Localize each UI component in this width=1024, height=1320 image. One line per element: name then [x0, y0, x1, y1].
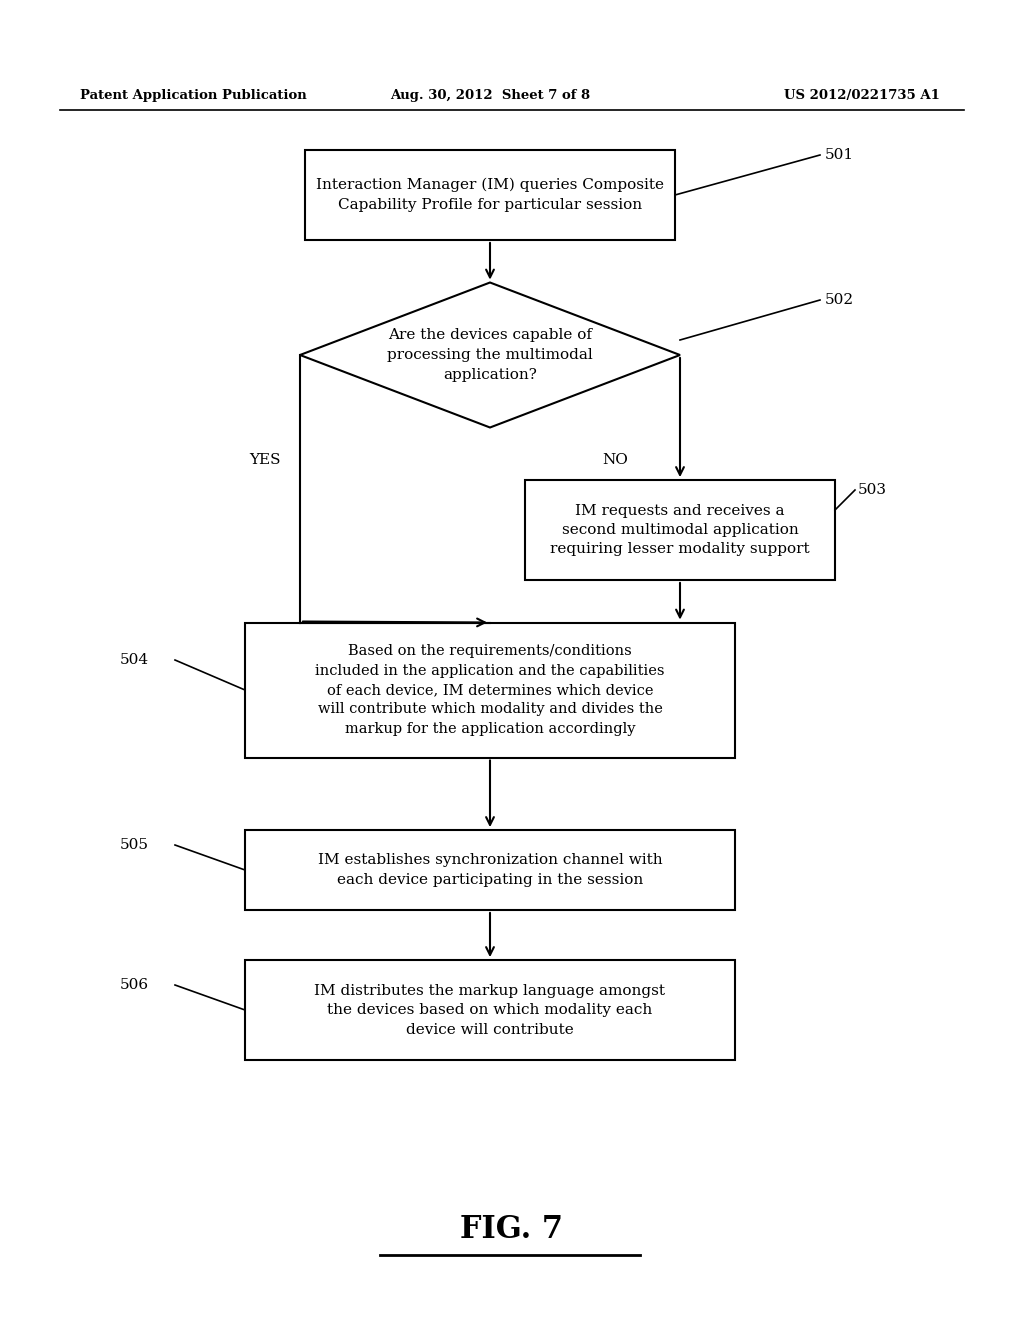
Bar [245, 623, 735, 758]
Text: IM requests and receives a
second multimodal application
requiring lesser modali: IM requests and receives a second multim… [550, 503, 810, 557]
Text: 504: 504 [120, 653, 150, 667]
Text: 501: 501 [825, 148, 854, 162]
Text: FIG. 7: FIG. 7 [461, 1214, 563, 1246]
Text: YES: YES [249, 453, 281, 467]
Bar [245, 830, 735, 909]
Text: 506: 506 [120, 978, 150, 993]
Text: NO: NO [602, 453, 628, 467]
Text: Interaction Manager (IM) queries Composite
Capability Profile for particular ses: Interaction Manager (IM) queries Composi… [316, 178, 664, 213]
Text: IM distributes the markup language amongst
the devices based on which modality e: IM distributes the markup language among… [314, 983, 666, 1036]
Text: Patent Application Publication: Patent Application Publication [80, 88, 307, 102]
Text: 503: 503 [858, 483, 887, 498]
Polygon shape [300, 282, 680, 428]
Text: 502: 502 [825, 293, 854, 308]
Bar [525, 480, 835, 579]
Text: IM establishes synchronization channel with
each device participating in the ses: IM establishes synchronization channel w… [317, 853, 663, 887]
Text: Are the devices capable of
processing the multimodal
application?: Are the devices capable of processing th… [387, 329, 593, 381]
Bar [305, 150, 675, 240]
Text: Based on the requirements/conditions
included in the application and the capabil: Based on the requirements/conditions inc… [315, 644, 665, 737]
Text: 505: 505 [120, 838, 150, 851]
Bar [245, 960, 735, 1060]
Text: US 2012/0221735 A1: US 2012/0221735 A1 [784, 88, 940, 102]
Text: Aug. 30, 2012  Sheet 7 of 8: Aug. 30, 2012 Sheet 7 of 8 [390, 88, 590, 102]
